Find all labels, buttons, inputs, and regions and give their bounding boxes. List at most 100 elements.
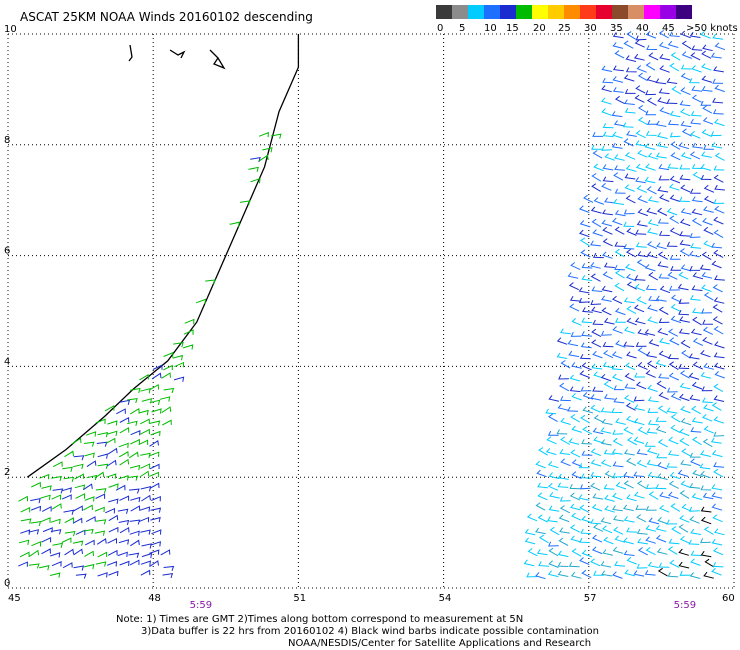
wind-barb [141,494,151,502]
wind-barb [592,493,604,500]
wind-barb [611,295,623,304]
wind-barb [603,484,615,490]
wind-barb [161,406,172,414]
wind-barb [61,487,72,493]
wind-barb [678,561,690,569]
wind-barb [30,497,41,504]
wind-barb [703,184,715,193]
wind-barb [678,363,690,369]
wind-barb [548,547,559,557]
legend-swatch [484,5,500,19]
wind-barb [580,342,592,349]
wind-barb [612,571,623,579]
wind-barb [116,408,126,415]
pass-time-label: 5:59 [674,600,696,611]
wind-barb [690,328,702,336]
wind-barb [568,282,580,291]
wind-barb [637,328,649,336]
wind-barb [547,482,559,491]
wind-barb [680,152,692,160]
wind-barb [703,144,714,150]
wind-barb [692,171,703,181]
wind-barb [127,397,138,404]
wind-barb [714,275,725,281]
legend-swatch [516,5,532,19]
wind-barb [690,458,701,467]
wind-barb [691,163,703,169]
wind-barb [646,44,658,50]
wind-barb [691,381,703,390]
wind-barb [71,437,82,445]
wind-barb [62,466,73,472]
wind-barb [547,413,558,423]
wind-barb [714,152,725,161]
wind-barb [645,284,657,291]
wind-barb [603,350,614,359]
wind-barb [119,560,130,567]
wind-barb [688,78,700,84]
wind-barb [547,430,559,436]
wind-barb [667,328,679,337]
wind-barb [623,40,634,49]
wind-barb [571,393,582,401]
wind-barb [623,297,635,304]
pass-times: 5:59 5:59 [190,600,696,611]
wind-barb [626,556,637,565]
wind-barb [548,395,560,402]
wind-barb [703,571,714,579]
wind-barb [624,88,636,94]
wind-barb [626,351,637,359]
wind-barb [567,272,579,279]
wind-barb [140,463,151,469]
wind-barb [700,100,712,106]
wind-barb [51,494,62,500]
wind-barb [602,176,614,183]
wind-barb [556,429,568,435]
wind-barb [73,505,83,512]
wind-barb [626,317,637,326]
wind-barb [623,394,635,403]
wind-barb [601,525,613,534]
wind-barb [151,529,162,535]
wind-barb [115,484,126,491]
wind-barb [703,226,714,235]
wind-barb [128,488,140,494]
wind-barb [40,494,51,500]
wind-barb [580,473,592,479]
wind-barb [701,271,713,279]
wind-barb [128,552,140,558]
wind-barb [108,514,119,522]
wind-barb [710,437,722,444]
wind-barb [681,51,692,59]
wind-barb [568,561,580,568]
wind-barb [692,316,702,326]
x-tick-label: 57 [584,593,597,604]
wind-barb [130,505,141,512]
wind-barb [601,108,612,116]
wind-barb [645,31,657,39]
wind-barb [523,559,535,567]
wind-barb [645,536,656,544]
wind-barb [30,505,42,512]
wind-barb [679,515,690,523]
wind-barb [118,450,129,458]
wind-barb [601,285,613,293]
wind-barb [612,461,624,468]
wind-barb [625,415,637,424]
wind-barb [604,197,615,204]
wind-barb [625,55,637,62]
wind-barb [626,457,637,466]
wind-barb [625,67,637,73]
wind-barb [600,330,612,336]
wind-barb [559,527,570,534]
wind-barb [569,374,581,382]
wind-barb [83,528,94,535]
wind-barb [679,231,691,237]
wind-barb [700,470,711,479]
wind-barb [692,436,702,446]
wind-barb [703,425,714,434]
wind-barb [73,548,83,556]
wind-barb [678,271,689,280]
wind-barb [545,448,557,456]
wind-barb [601,307,612,316]
